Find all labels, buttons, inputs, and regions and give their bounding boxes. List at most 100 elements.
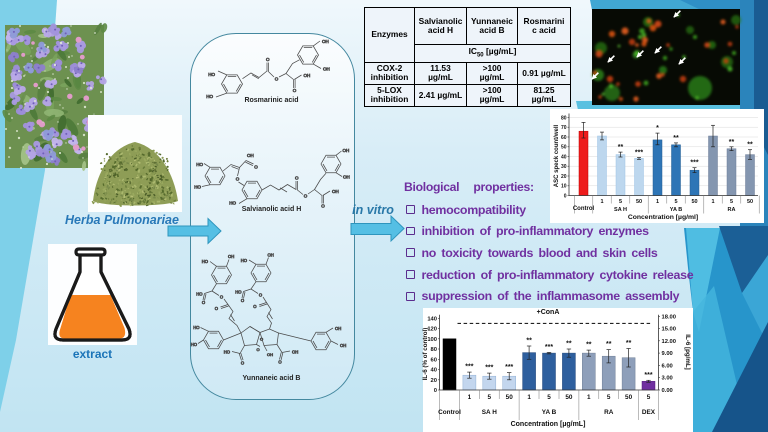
svg-text:IL-6 [pg/mL]: IL-6 [pg/mL]	[684, 334, 691, 369]
svg-text:**: **	[747, 142, 753, 149]
svg-text:1: 1	[600, 199, 603, 205]
svg-text:O: O	[259, 293, 263, 298]
svg-text:OH: OH	[322, 39, 329, 44]
svg-text:Concentration [µg/ml]: Concentration [µg/ml]	[628, 214, 698, 221]
svg-text:40: 40	[561, 154, 567, 160]
svg-text:**: **	[526, 338, 532, 345]
svg-text:OH: OH	[304, 73, 311, 78]
svg-text:O: O	[215, 306, 219, 311]
svg-text:***: ***	[545, 344, 553, 351]
svg-text:SA H: SA H	[614, 207, 627, 213]
svg-text:18.00: 18.00	[662, 314, 677, 320]
svg-text:5: 5	[674, 199, 677, 205]
svg-text:OH: OH	[335, 326, 341, 331]
svg-text:6.00: 6.00	[662, 363, 673, 369]
svg-text:O: O	[304, 194, 308, 199]
svg-text:HO: HO	[202, 259, 209, 264]
svg-text:IL-6 (% of control): IL-6 (% of control)	[422, 328, 429, 381]
svg-text:HO: HO	[191, 342, 198, 347]
svg-text:50: 50	[691, 199, 697, 205]
svg-text:***: ***	[485, 365, 493, 372]
svg-text:OH: OH	[340, 343, 346, 348]
svg-text:HO: HO	[196, 292, 203, 297]
svg-text:OH: OH	[267, 352, 273, 357]
svg-text:HO: HO	[235, 290, 242, 295]
svg-text:OH: OH	[323, 67, 330, 72]
svg-text:OH: OH	[343, 175, 350, 180]
svg-text:DEX: DEX	[642, 409, 656, 416]
svg-text:O: O	[241, 298, 245, 303]
svg-text:Concentration [µg/mL]: Concentration [µg/mL]	[511, 421, 586, 428]
svg-text:1: 1	[468, 394, 472, 401]
svg-text:OH: OH	[268, 253, 274, 258]
svg-text:60: 60	[431, 357, 437, 363]
svg-text:80: 80	[431, 347, 437, 353]
svg-text:HO: HO	[208, 72, 215, 77]
svg-text:O: O	[236, 177, 240, 182]
svg-text:0: 0	[434, 388, 437, 394]
svg-text:OH: OH	[332, 189, 339, 194]
svg-text:50: 50	[565, 394, 573, 401]
svg-text:OH: OH	[228, 254, 234, 259]
svg-text:***: ***	[644, 372, 652, 379]
svg-text:O: O	[256, 347, 259, 352]
svg-text:HO: HO	[206, 94, 213, 99]
svg-text:**: **	[626, 340, 632, 347]
svg-text:60: 60	[561, 135, 567, 141]
svg-text:O: O	[278, 360, 282, 365]
svg-text:100: 100	[427, 337, 437, 343]
svg-text:5: 5	[547, 394, 551, 401]
svg-text:12.00: 12.00	[662, 339, 677, 345]
svg-text:5: 5	[607, 394, 611, 401]
svg-text:30: 30	[561, 164, 567, 170]
svg-text:YA B: YA B	[542, 409, 557, 416]
svg-text:1: 1	[656, 199, 659, 205]
svg-text:O: O	[293, 88, 297, 93]
svg-text:Control: Control	[438, 409, 461, 416]
svg-text:***: ***	[465, 364, 473, 371]
svg-text:**: **	[566, 341, 572, 348]
svg-text:9.00: 9.00	[662, 351, 673, 357]
svg-text:50: 50	[561, 145, 567, 151]
svg-text:ASC speck count/well: ASC speck count/well	[554, 124, 560, 187]
svg-text:50: 50	[636, 199, 642, 205]
svg-text:70: 70	[561, 125, 567, 131]
svg-text:5: 5	[619, 199, 622, 205]
svg-text:5: 5	[488, 394, 492, 401]
svg-text:+ConA: +ConA	[537, 309, 560, 316]
svg-text:20: 20	[431, 378, 437, 384]
svg-text:50: 50	[625, 394, 633, 401]
svg-text:***: ***	[635, 150, 643, 157]
svg-text:OH: OH	[247, 153, 254, 158]
svg-text:OH: OH	[292, 350, 298, 355]
svg-text:0.00: 0.00	[662, 388, 673, 394]
svg-text:**: **	[729, 139, 735, 146]
svg-text:15.00: 15.00	[662, 327, 677, 333]
svg-text:HO: HO	[193, 325, 200, 330]
svg-text:**: **	[606, 341, 612, 348]
svg-text:SA H: SA H	[482, 409, 497, 416]
svg-text:O: O	[202, 300, 206, 305]
svg-text:1: 1	[711, 199, 714, 205]
svg-text:O: O	[260, 337, 263, 342]
svg-text:O: O	[321, 204, 325, 209]
svg-text:RA: RA	[604, 409, 614, 416]
svg-text:OH: OH	[343, 148, 350, 153]
svg-text:5: 5	[730, 199, 733, 205]
svg-text:**: **	[673, 135, 679, 142]
svg-text:YA B: YA B	[670, 207, 682, 213]
svg-text:5: 5	[647, 394, 651, 401]
svg-text:80: 80	[561, 115, 567, 121]
svg-text:0: 0	[564, 193, 567, 199]
svg-text:Control: Control	[573, 206, 595, 212]
svg-text:140: 140	[427, 316, 437, 322]
svg-text:**: **	[618, 144, 624, 151]
svg-text:10: 10	[561, 184, 567, 190]
svg-text:20: 20	[561, 174, 567, 180]
svg-text:50: 50	[506, 394, 514, 401]
svg-text:O: O	[220, 295, 224, 300]
svg-text:40: 40	[431, 368, 437, 374]
svg-text:120: 120	[427, 327, 437, 333]
svg-text:O: O	[253, 304, 257, 309]
svg-text:***: ***	[505, 364, 513, 371]
